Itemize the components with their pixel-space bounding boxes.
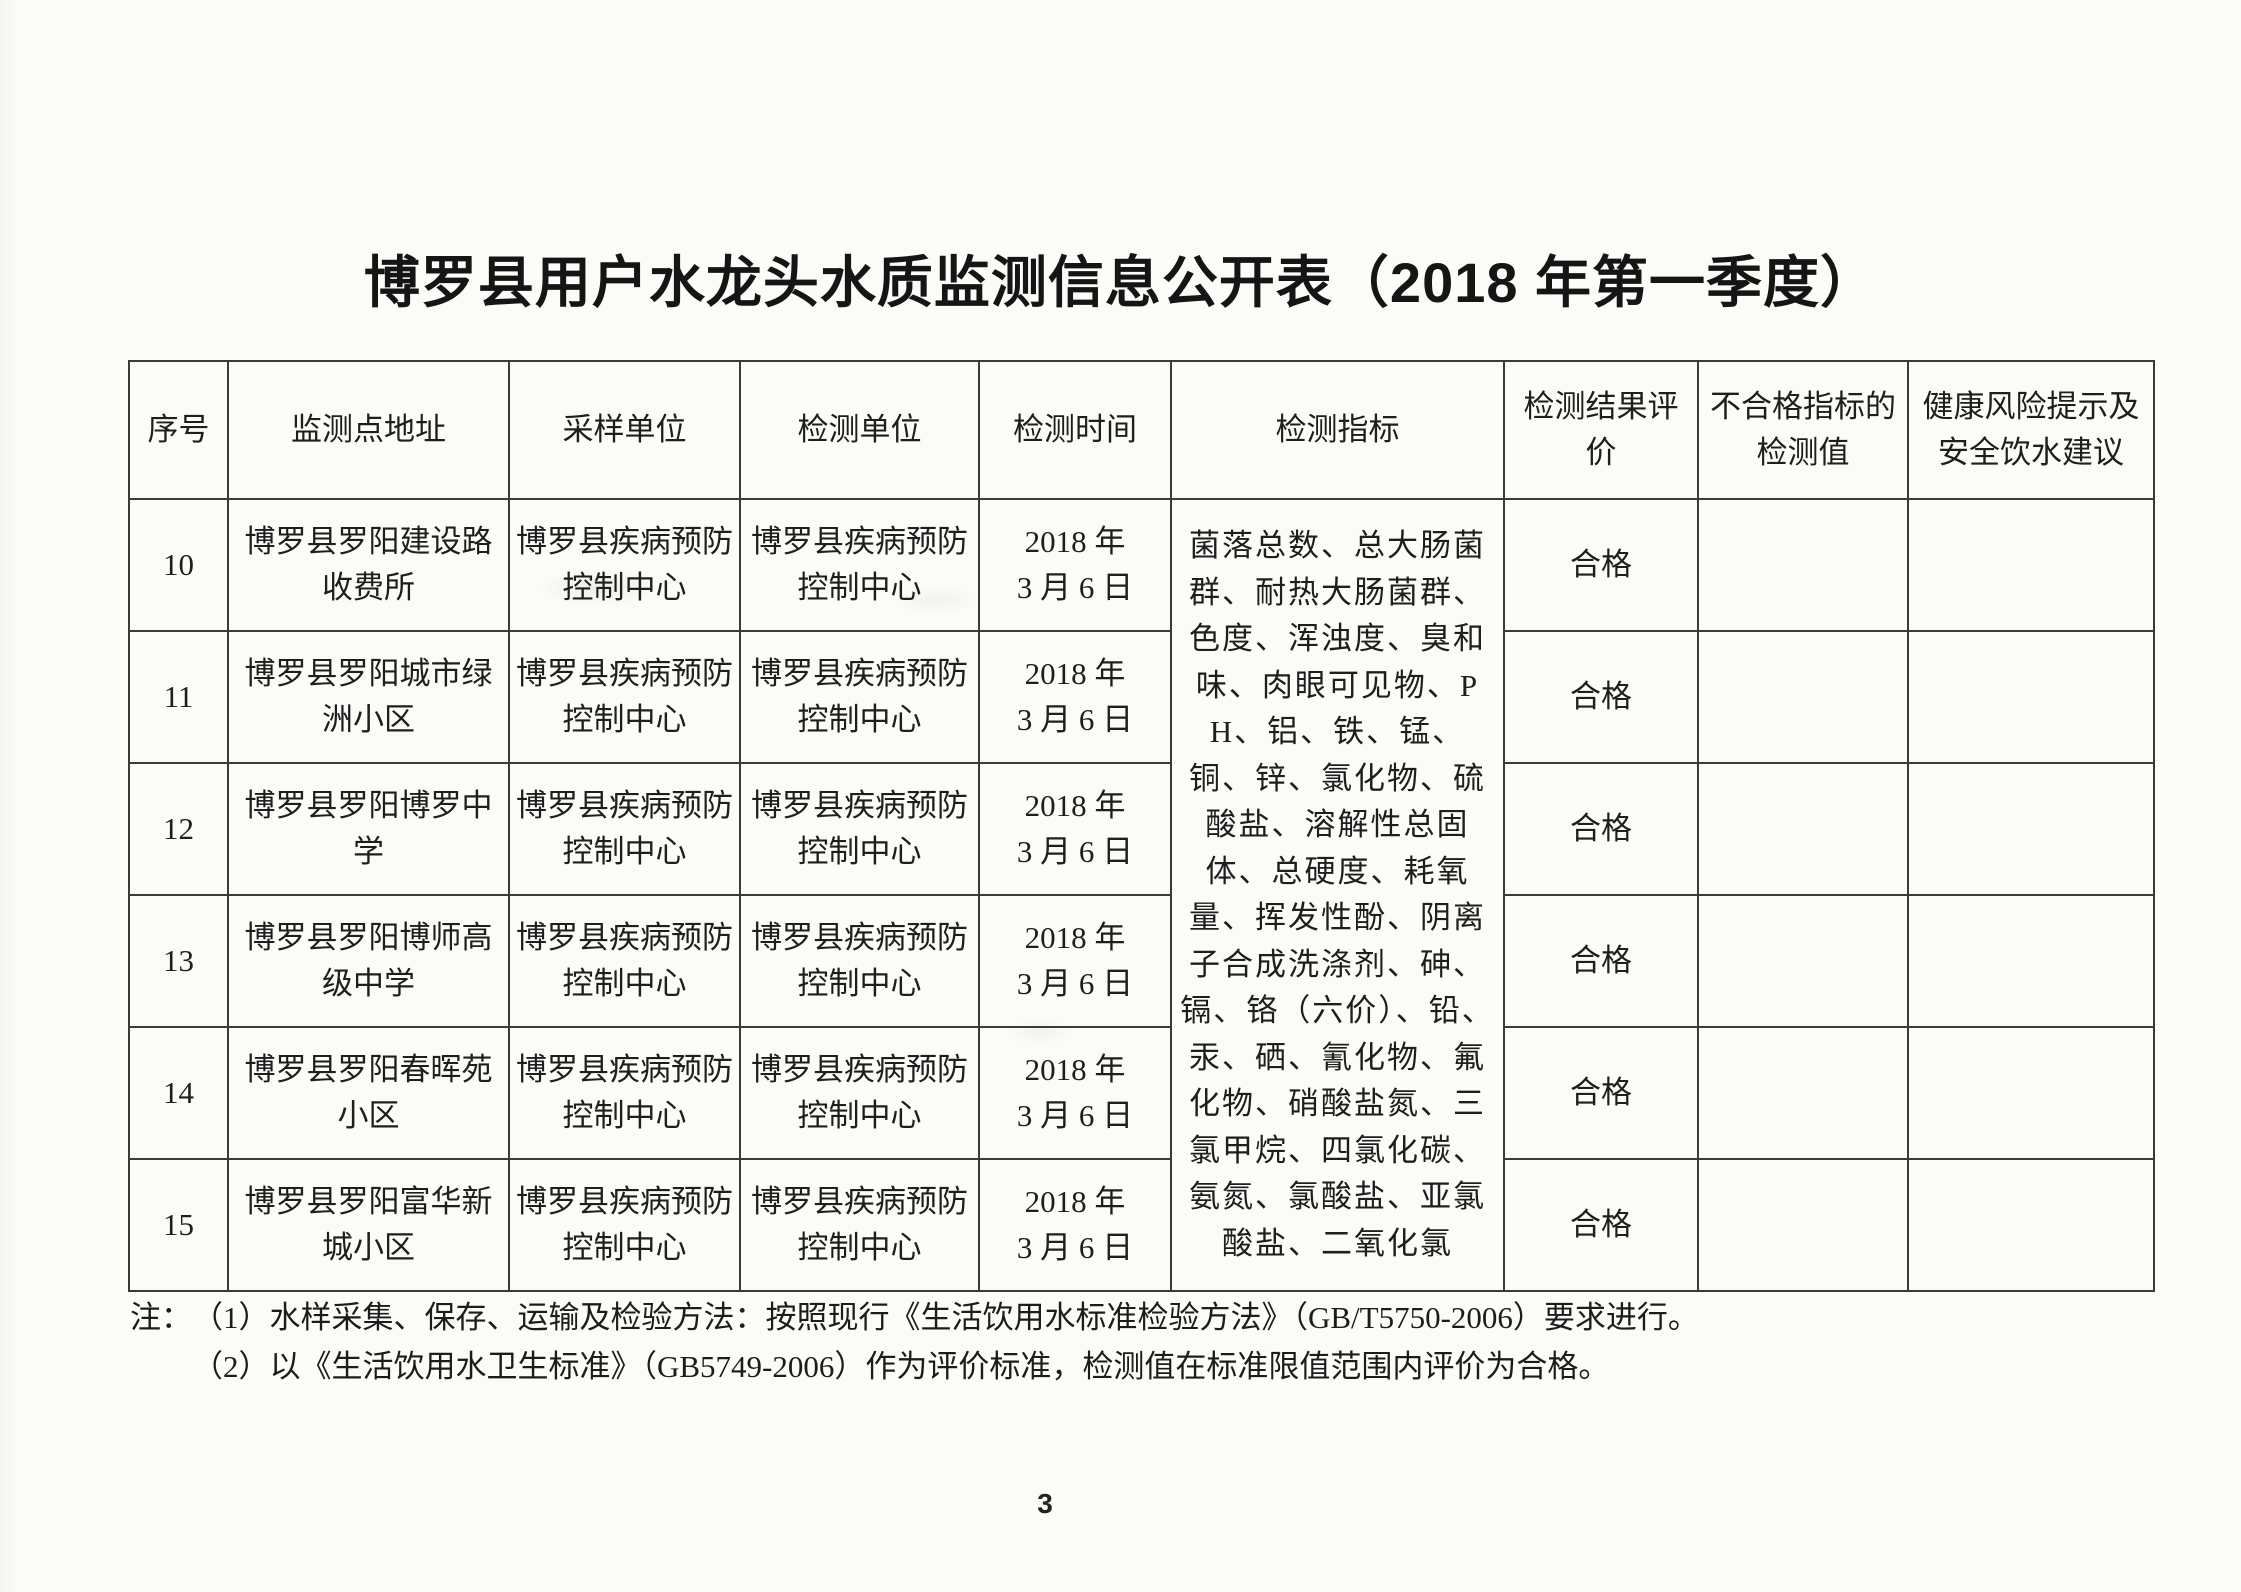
cell-testing-unit: 博罗县疾病预防控制中心: [739, 1158, 980, 1292]
cell-failed-value: [1697, 894, 1909, 1028]
table-row: 10 博罗县罗阳建设路收费所 博罗县疾病预防控制中心 博罗县疾病预防控制中心 2018 …: [128, 498, 2155, 1292]
test-time-line: 3 月 6 日: [1016, 834, 1134, 869]
table-row: 13 博罗县罗阳博师高级中学 博罗县疾病预防控制中心 博罗县疾病预防控制中心 2018 …: [128, 894, 2155, 1028]
cell-indicators-merged: 菌落总数、总大肠菌群、耐热大肠菌群、色度、浑浊度、臭和味、肉眼可见物、PH、铝、…: [1170, 498, 1505, 1292]
cell-advice: [1907, 498, 2155, 632]
test-time-line: 3 月 6 日: [1016, 570, 1134, 605]
cell-sampling-unit: 博罗县疾病预防控制中心: [508, 762, 741, 896]
cell-address: 博罗县罗阳春晖苑小区: [227, 1026, 510, 1160]
cell-testing-unit: 博罗县疾病预防控制中心: [739, 762, 980, 896]
cell-address: 博罗县罗阳博罗中学: [227, 762, 510, 896]
table-row: 15 博罗县罗阳富华新城小区 博罗县疾病预防控制中心 博罗县疾病预防控制中心 2018 …: [128, 1158, 2155, 1292]
page-number: 3: [1037, 1488, 1053, 1519]
note-line-2: （2）以《生活饮用水卫生标准》（GB5749-2006）作为评价标准，检测值在标…: [192, 1348, 1610, 1384]
notes-label: 注：: [130, 1300, 192, 1335]
cell-sampling-unit: 博罗县疾病预防控制中心: [508, 1026, 741, 1160]
note-line-1: （1）水样采集、保存、运输及检验方法：按照现行《生活饮用水标准检验方法》（GB/…: [192, 1300, 1699, 1335]
table-row: 14 博罗县罗阳春晖苑小区 博罗县疾病预防控制中心 博罗县疾病预防控制中心 2018 年…: [128, 1026, 2155, 1160]
header-col-result: 检测结果评价: [1503, 360, 1699, 500]
cell-test-time: 2018 年 3 月 6 日: [978, 894, 1172, 1028]
header-col-address: 监测点地址: [227, 360, 510, 500]
cell-no: 12: [128, 762, 229, 896]
cell-advice: [1907, 1158, 2155, 1292]
cell-test-time: 2018 年 3 月 6 日: [978, 1158, 1172, 1292]
test-time-line: 2018 年: [1024, 1183, 1126, 1219]
cell-sampling-unit: 博罗县疾病预防控制中心: [508, 1158, 741, 1292]
test-time-line: 3 月 6 日: [1016, 1230, 1134, 1265]
cell-advice: [1907, 762, 2155, 896]
test-time-line: 3 月 6 日: [1016, 1098, 1134, 1133]
table-body: 10 博罗县罗阳建设路收费所 博罗县疾病预防控制中心 博罗县疾病预防控制中心 2018 …: [128, 498, 2155, 1292]
cell-result: 合格: [1503, 762, 1699, 896]
cell-no: 15: [128, 1158, 229, 1292]
cell-result: 合格: [1503, 1158, 1699, 1292]
cell-advice: [1907, 894, 2155, 1028]
cell-result: 合格: [1503, 498, 1699, 632]
header-col-test-time: 检测时间: [978, 360, 1172, 500]
table-row: 11 博罗县罗阳城市绿洲小区 博罗县疾病预防控制中心 博罗县疾病预防控制中心 2018 …: [128, 630, 2155, 764]
test-time-line: 3 月 6 日: [1016, 702, 1134, 737]
cell-test-time: 2018 年 3 月 6 日: [978, 498, 1172, 632]
table-header: 序号 监测点地址 采样单位 检测单位 检测时间 检测指标 检测结果评价 不合格指标的检测值 健康…: [128, 360, 2155, 500]
cell-address: 博罗县罗阳城市绿洲小区: [227, 630, 510, 764]
cell-result: 合格: [1503, 1026, 1699, 1160]
header-col-advice: 健康风险提示及安全饮水建议: [1907, 360, 2155, 500]
test-time-line: 2018 年: [1024, 919, 1126, 955]
cell-failed-value: [1697, 762, 1909, 896]
cell-failed-value: [1697, 630, 1909, 764]
test-time-line: 3 月 6 日: [1016, 966, 1134, 1001]
header-col-failed-values: 不合格指标的检测值: [1697, 360, 1909, 500]
header-col-testing-unit: 检测单位: [739, 360, 980, 500]
cell-sampling-unit: 博罗县疾病预防控制中心: [508, 894, 741, 1028]
cell-address: 博罗县罗阳博师高级中学: [227, 894, 510, 1028]
cell-advice: [1907, 630, 2155, 764]
water-quality-table: 序号 监测点地址 采样单位 检测单位 检测时间 检测指标 检测结果评价 不合格指标的检测值 健康…: [128, 360, 2155, 1292]
page-title: 博罗县用户水龙头水质监测信息公开表（2018 年第一季度）: [363, 251, 1878, 314]
notes-block: 注： （1）水样采集、保存、运输及检验方法：按照现行《生活饮用水标准检验方法》（…: [130, 1294, 2090, 1392]
cell-result: 合格: [1503, 894, 1699, 1028]
cell-testing-unit: 博罗县疾病预防控制中心: [739, 630, 980, 764]
cell-sampling-unit: 博罗县疾病预防控制中心: [508, 630, 741, 764]
header-col-no: 序号: [128, 360, 229, 500]
cell-no: 10: [128, 498, 229, 632]
header-col-sampling-unit: 采样单位: [508, 360, 741, 500]
cell-result: 合格: [1503, 630, 1699, 764]
test-time-line: 2018 年: [1024, 1051, 1126, 1087]
test-time-line: 2018 年: [1024, 655, 1126, 691]
cell-failed-value: [1697, 498, 1909, 632]
cell-no: 14: [128, 1026, 229, 1160]
test-time-line: 2018 年: [1024, 787, 1126, 823]
notes-lines: （1）水样采集、保存、运输及检验方法：按照现行《生活饮用水标准检验方法》（GB/…: [192, 1294, 2090, 1392]
cell-test-time: 2018 年 3 月 6 日: [978, 630, 1172, 764]
cell-no: 13: [128, 894, 229, 1028]
cell-advice: [1907, 1026, 2155, 1160]
header-row: 序号 监测点地址 采样单位 检测单位 检测时间 检测指标 检测结果评价 不合格指标的检测值 健康…: [128, 360, 2155, 500]
cell-testing-unit: 博罗县疾病预防控制中心: [739, 498, 980, 632]
cell-test-time: 2018 年 3 月 6 日: [978, 762, 1172, 896]
cell-testing-unit: 博罗县疾病预防控制中心: [739, 894, 980, 1028]
cell-address: 博罗县罗阳富华新城小区: [227, 1158, 510, 1292]
cell-failed-value: [1697, 1026, 1909, 1160]
cell-failed-value: [1697, 1158, 1909, 1292]
test-time-line: 2018 年: [1024, 523, 1126, 559]
cell-test-time: 2018 年 3 月 6 日: [978, 1026, 1172, 1160]
cell-testing-unit: 博罗县疾病预防控制中心: [739, 1026, 980, 1160]
cell-sampling-unit: 博罗县疾病预防控制中心: [508, 498, 741, 632]
cell-no: 11: [128, 630, 229, 764]
header-col-indicators: 检测指标: [1170, 360, 1505, 500]
cell-address: 博罗县罗阳建设路收费所: [227, 498, 510, 632]
